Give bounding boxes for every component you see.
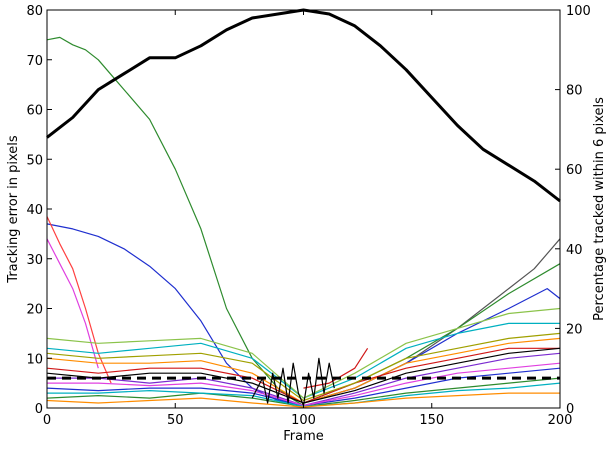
y-right-tick-label: 100	[566, 4, 591, 19]
y-tick-label: 30	[26, 253, 43, 268]
error-series-line-15	[46, 332, 561, 402]
y-axis-label: Tracking error in pixels	[6, 135, 21, 284]
y-right-tick-label: 60	[566, 163, 583, 178]
x-tick-label: 50	[167, 413, 184, 428]
error-series-line-4	[46, 238, 99, 369]
y-axis-right-label: Percentage tracked within 6 pixels	[592, 97, 607, 321]
x-tick-label: 200	[548, 413, 573, 428]
error-series-line-2	[46, 223, 304, 407]
y-right-tick-label: 40	[566, 243, 583, 258]
x-tick-label: 100	[291, 413, 316, 428]
series-layer	[46, 36, 561, 408]
y-right-tick-label: 0	[566, 402, 574, 417]
error-series-line-1	[46, 36, 304, 407]
x-axis-label: Frame	[283, 429, 324, 444]
x-tick-label: 0	[43, 413, 51, 428]
y-right-tick-label: 20	[566, 322, 583, 337]
y-tick-label: 20	[26, 303, 43, 318]
error-series-line-9	[46, 307, 561, 399]
y-tick-label: 60	[26, 104, 43, 119]
y-tick-label: 70	[26, 54, 43, 69]
ticks-layer: 0 50 100 150 2000102030405060708002040608010…	[26, 4, 590, 428]
x-tick-label: 150	[419, 413, 444, 428]
y-tick-label: 80	[26, 4, 43, 19]
percentage-tracked-line	[46, 8, 561, 203]
y-tick-label: 10	[26, 352, 43, 367]
error-series-line-20	[303, 347, 369, 389]
y-tick-label: 40	[26, 203, 43, 218]
error-series-line-16	[47, 362, 561, 407]
overlay-layer	[46, 8, 561, 380]
error-series-line-8	[46, 322, 560, 399]
y-tick-label: 0	[35, 402, 43, 417]
y-right-tick-label: 80	[566, 84, 583, 99]
y-tick-label: 50	[26, 153, 43, 168]
